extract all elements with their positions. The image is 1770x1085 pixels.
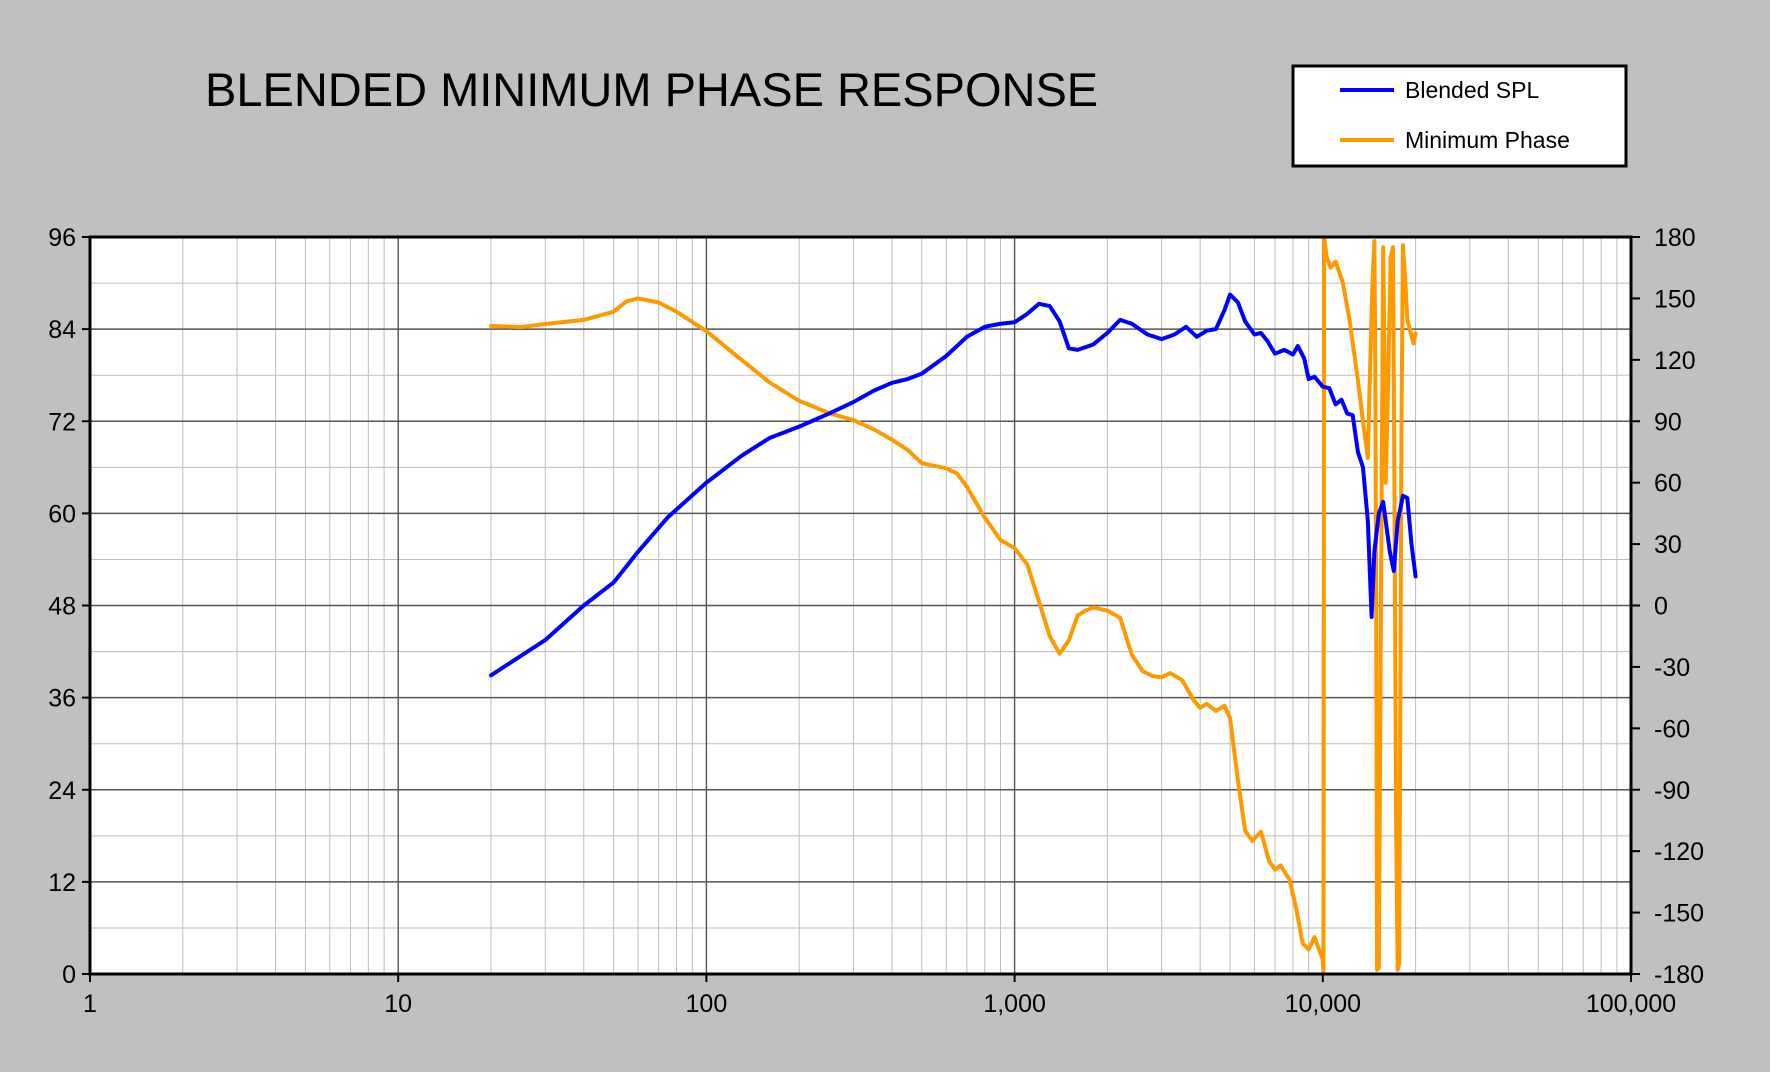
y2-tick-label: -90 — [1654, 777, 1690, 805]
tick-marks — [82, 236, 1640, 982]
y2-tick-label: -60 — [1654, 715, 1690, 743]
y2-tick-label: 90 — [1654, 408, 1682, 436]
y-tick-label: 0 — [62, 961, 76, 989]
x-tick-label: 1,000 — [983, 990, 1046, 1018]
y2-tick-label: 180 — [1654, 224, 1696, 252]
y-tick-label: 72 — [48, 408, 76, 436]
legend: Blended SPL Minimum Phase — [1291, 64, 1628, 168]
series-layer — [488, 235, 1418, 974]
y-tick-label: 48 — [48, 593, 76, 621]
x-tick-label: 1 — [83, 990, 97, 1018]
y2-tick-label: 120 — [1654, 347, 1696, 375]
legend-box — [1291, 64, 1628, 168]
y2-tick-label: -120 — [1654, 838, 1704, 866]
x-tick-label: 100,000 — [1586, 990, 1676, 1018]
y-tick-label: 12 — [48, 869, 76, 897]
y2-tick-label: -180 — [1654, 961, 1704, 989]
y2-tick-label: -150 — [1654, 900, 1704, 928]
chart-bottom-strip — [0, 1072, 1770, 1085]
y2-tick-label: -30 — [1654, 654, 1690, 682]
y2-tick-label: 150 — [1654, 285, 1696, 313]
tick-labels: 1 10 100 1,000 10,000 100,000 0 12 24 36 48 60 72 84 9… — [48, 224, 1704, 1018]
y2-tick-label: 0 — [1654, 593, 1668, 621]
x-tick-label: 10,000 — [1285, 990, 1361, 1018]
x-tick-label: 100 — [686, 990, 728, 1018]
y-tick-label: 36 — [48, 685, 76, 713]
y2-tick-label: 60 — [1654, 470, 1682, 498]
legend-label-blended-spl: Blended SPL — [1405, 77, 1539, 103]
legend-label-minimum-phase: Minimum Phase — [1405, 127, 1570, 153]
series-line-blended-spl — [488, 292, 1418, 678]
x-tick-label: 10 — [384, 990, 412, 1018]
y-tick-label: 24 — [48, 777, 76, 805]
chart-title: BLENDED MINIMUM PHASE RESPONSE — [205, 63, 1098, 116]
y2-tick-label: 30 — [1654, 531, 1682, 559]
y-tick-label: 60 — [48, 500, 76, 528]
series-line-minimum-phase — [488, 235, 1418, 974]
y-tick-label: 84 — [48, 316, 76, 344]
y-tick-label: 96 — [48, 224, 76, 252]
